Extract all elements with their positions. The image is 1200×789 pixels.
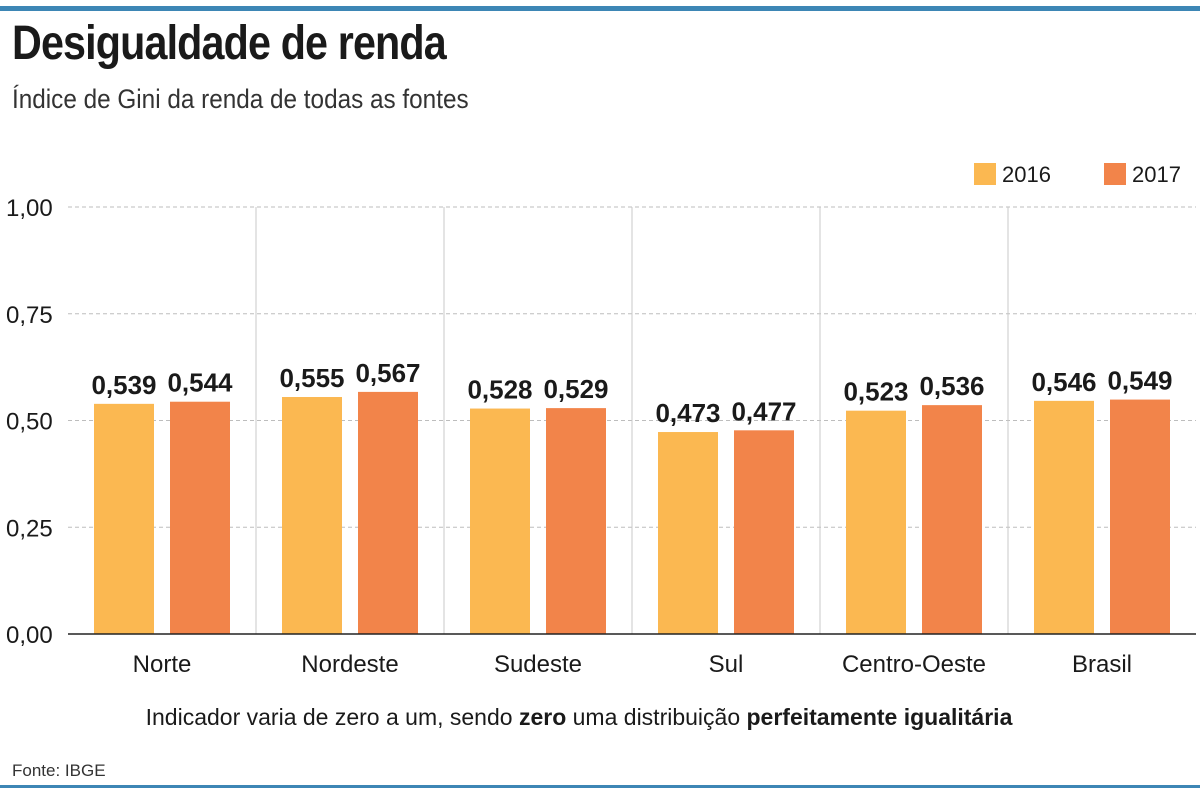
legend-label-2016: 2016 <box>1002 162 1051 187</box>
source-note: Fonte: IBGE <box>12 761 106 780</box>
bottom-rule <box>0 785 1200 788</box>
category-label: Brasil <box>1072 651 1132 678</box>
top-rule <box>0 6 1200 11</box>
category-label: Nordeste <box>301 651 398 678</box>
value-label-2016: 0,473 <box>655 398 720 428</box>
bar-chart: 0,00 0,25 0,50 0,75 1,00 0,539 0,544 Norte 0,555… <box>6 195 1196 678</box>
value-label-2017: 0,536 <box>919 371 984 401</box>
category-label: Sudeste <box>494 651 582 678</box>
bar-2017 <box>546 408 606 634</box>
value-label-2017: 0,549 <box>1107 366 1172 396</box>
value-label-2017: 0,567 <box>355 358 420 388</box>
value-label-2016: 0,546 <box>1031 367 1096 397</box>
bar-2017 <box>358 391 418 634</box>
y-tick-label: 0,25 <box>6 515 53 542</box>
note-bold2: perfeitamente igualitária <box>746 704 1013 730</box>
bar-2016 <box>282 397 342 634</box>
bar-2016 <box>846 410 906 634</box>
y-tick-label: 0,00 <box>6 622 53 649</box>
y-tick-label: 0,50 <box>6 409 53 436</box>
chart-subtitle: Índice de Gini da renda de todas as font… <box>12 84 469 114</box>
bar-2017 <box>922 405 982 634</box>
note-part1: Indicador varia de zero a um, sendo <box>145 704 519 730</box>
value-label-2017: 0,529 <box>543 374 608 404</box>
legend-swatch-2017 <box>1104 163 1126 185</box>
note-part2: uma distribuição <box>566 704 747 730</box>
legend-item-2016: 2016 <box>974 162 1051 188</box>
legend-item-2017: 2017 <box>1104 162 1181 188</box>
legend-label-2017: 2017 <box>1132 162 1181 187</box>
bar-2016 <box>94 403 154 634</box>
value-label-2016: 0,555 <box>279 363 344 393</box>
bar-2016 <box>1034 400 1094 634</box>
bar-2017 <box>734 430 794 634</box>
bar-2017 <box>170 401 230 634</box>
chart-title: Desigualdade de renda <box>12 17 447 70</box>
bar-2016 <box>658 432 718 634</box>
y-tick-label: 0,75 <box>6 302 53 329</box>
value-label-2017: 0,544 <box>167 368 233 398</box>
category-label: Sul <box>709 651 744 678</box>
value-label-2016: 0,539 <box>91 370 156 400</box>
category-label: Centro-Oeste <box>842 651 986 678</box>
bar-2016 <box>470 408 530 634</box>
y-tick-label: 1,00 <box>6 195 53 222</box>
chart-note: Indicador varia de zero a um, sendo zero… <box>0 704 1158 731</box>
value-label-2016: 0,528 <box>467 375 532 405</box>
value-label-2017: 0,477 <box>731 396 796 426</box>
bar-2017 <box>1110 399 1170 634</box>
value-label-2016: 0,523 <box>843 377 908 407</box>
legend-swatch-2016 <box>974 163 996 185</box>
note-bold1: zero <box>518 704 567 730</box>
category-label: Norte <box>133 651 192 678</box>
